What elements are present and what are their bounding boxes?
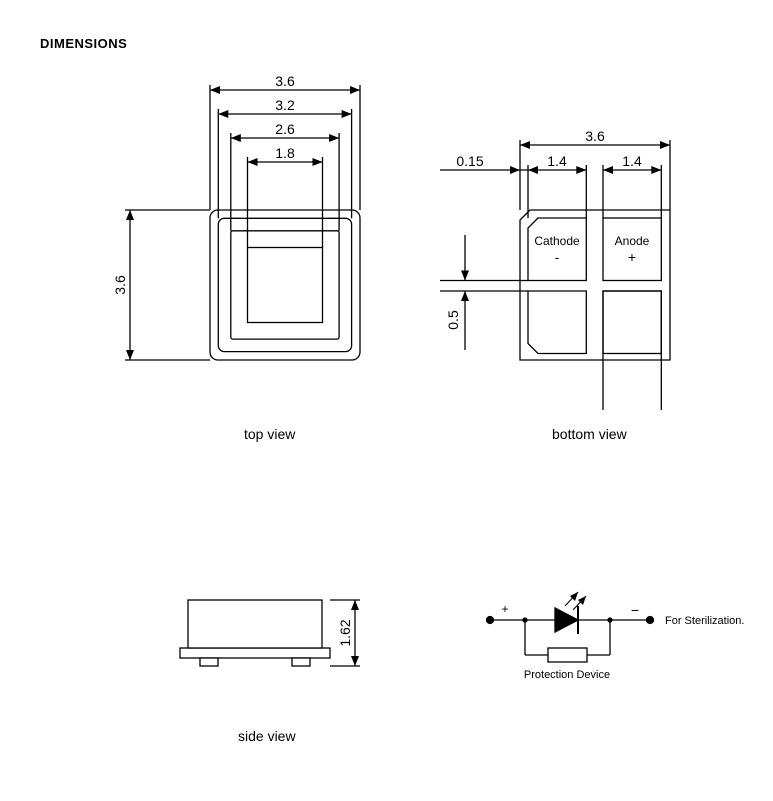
top-view-label: top view [244,426,295,442]
circuit-schematic: + − For Sterilization. Protection Device [470,570,760,700]
bottom-view-drawing: 3.6 1.4 1.4 0.15 0.5 Cathode - Anode + [420,120,750,410]
bottom-dim-05: 0.5 [445,310,461,330]
bottom-view-label: bottom view [552,426,627,442]
anode-sign: + [628,249,636,265]
top-dim-32: 3.2 [275,97,295,113]
cathode-label: Cathode [534,234,580,248]
top-dim-26: 2.6 [275,121,295,137]
circuit-note: For Sterilization. [665,615,744,627]
bottom-dim-14-left: 1.4 [547,153,567,169]
bottom-dim-015: 0.15 [456,153,483,169]
protection-device-label: Protection Device [524,669,610,681]
bottom-dim-36: 3.6 [585,128,605,144]
side-view-label: side view [238,728,296,744]
anode-label: Anode [615,234,650,248]
cathode-sign: - [555,249,560,265]
bottom-dim-14-right: 1.4 [622,153,642,169]
side-view-drawing: 1.62 [160,570,410,700]
dimensions-heading: DIMENSIONS [40,36,127,51]
top-dim-36: 3.6 [275,73,295,89]
circuit-plus: + [501,602,508,616]
top-view-drawing: 3.6 3.2 2.6 1.8 3.6 [110,70,400,400]
top-dim-vert-36: 3.6 [112,275,128,295]
top-dim-18: 1.8 [275,145,295,161]
side-dim-162: 1.62 [337,619,353,646]
circuit-minus: − [631,602,639,618]
